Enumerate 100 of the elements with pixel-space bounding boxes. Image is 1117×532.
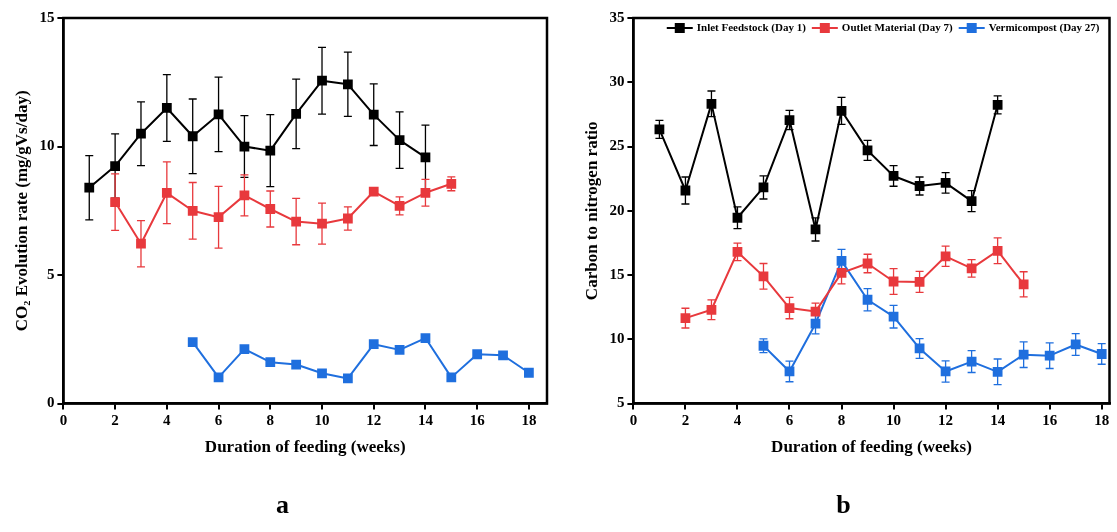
x-tick-label: 16 [469, 412, 486, 429]
point [524, 367, 534, 378]
point [291, 216, 302, 227]
point [265, 204, 276, 214]
point [317, 75, 327, 86]
point [836, 267, 847, 278]
point [888, 171, 899, 181]
point [291, 109, 302, 119]
x-tick-label: 6 [785, 412, 794, 429]
x-tick-label: 14 [417, 412, 434, 429]
x-axis-title: Duration of feeding (weeks) [204, 437, 406, 457]
point [420, 333, 431, 343]
point [84, 182, 95, 193]
point [342, 213, 353, 224]
point [914, 276, 925, 287]
point [291, 359, 302, 370]
y-axis-title: Carbon to nitrogen ratio [581, 121, 601, 301]
x-tick-label: 10 [886, 412, 902, 429]
x-tick-label: 8 [837, 412, 846, 429]
point [136, 128, 146, 139]
x-tick-label: 4 [163, 412, 172, 429]
point [368, 186, 379, 197]
point [161, 103, 172, 113]
point [1018, 279, 1029, 290]
point [862, 294, 873, 305]
legend-label: Vermicompost (Day 27) [988, 20, 1100, 34]
y-tick-label: 5 [46, 265, 55, 282]
point [420, 152, 431, 163]
y-tick-label: 5 [616, 394, 625, 411]
x-tick-label: 16 [1042, 412, 1058, 429]
point [836, 105, 847, 116]
x-tick-label: 0 [59, 412, 68, 429]
point [472, 349, 483, 360]
y-tick-label: 25 [609, 137, 625, 154]
point [732, 247, 743, 257]
point [992, 100, 1003, 110]
x-tick-label: 12 [938, 412, 954, 429]
x-tick-label: 2 [681, 412, 690, 429]
point [265, 145, 276, 156]
point [161, 187, 172, 198]
point [498, 350, 508, 361]
point [784, 303, 795, 313]
point [914, 181, 925, 191]
point [187, 337, 198, 348]
point [265, 357, 276, 368]
point [446, 372, 457, 383]
legend-label: Inlet Feedstock (Day 1) [696, 20, 807, 34]
y-tick-label: 35 [609, 8, 625, 25]
point [706, 98, 717, 109]
point [992, 366, 1003, 377]
point [888, 311, 899, 322]
x-tick-label: 18 [1094, 412, 1110, 429]
x-axis-title: Duration of feeding (weeks) [771, 437, 972, 457]
y-tick-label: 10 [609, 330, 625, 347]
point [1096, 349, 1107, 359]
point [239, 190, 250, 201]
point [1044, 350, 1055, 361]
point [394, 135, 405, 145]
point [784, 115, 795, 125]
point [213, 212, 224, 223]
y-tick-label: 10 [39, 137, 55, 154]
point [706, 304, 717, 315]
point [342, 79, 353, 90]
point [836, 256, 847, 266]
x-tick-label: 12 [366, 412, 382, 429]
point [758, 271, 769, 282]
point [239, 344, 250, 354]
point [810, 318, 821, 329]
y-tick-label: 15 [39, 8, 55, 25]
point [1018, 349, 1029, 360]
y-tick-label: 30 [609, 73, 625, 90]
x-tick-label: 2 [111, 412, 119, 429]
point [420, 187, 431, 198]
legend-label: Outlet Material (Day 7) [841, 20, 954, 34]
point [394, 201, 405, 211]
point [966, 196, 977, 207]
point [966, 356, 977, 367]
point [110, 161, 121, 171]
point [213, 372, 224, 383]
text: a [275, 490, 290, 520]
x-tick-label: 6 [214, 412, 223, 429]
x-tick-label: 14 [990, 412, 1006, 429]
y-tick-label: 0 [46, 394, 55, 411]
x-tick-label: 18 [521, 412, 537, 429]
y-tick-label: 20 [609, 201, 625, 218]
point [940, 251, 951, 262]
x-tick-label: 4 [733, 412, 742, 429]
y-axis-title: CO₂ Evolution rate (mg/gVs/day) [11, 90, 31, 332]
point [187, 205, 198, 216]
point [992, 245, 1003, 256]
point [136, 238, 146, 249]
point [342, 373, 353, 384]
point [317, 368, 327, 379]
x-tick-label: 10 [314, 412, 330, 429]
point [317, 218, 327, 229]
x-tick-label: 0 [629, 412, 638, 429]
point [680, 313, 691, 324]
point [187, 131, 198, 142]
point [940, 178, 951, 188]
point [368, 109, 379, 120]
